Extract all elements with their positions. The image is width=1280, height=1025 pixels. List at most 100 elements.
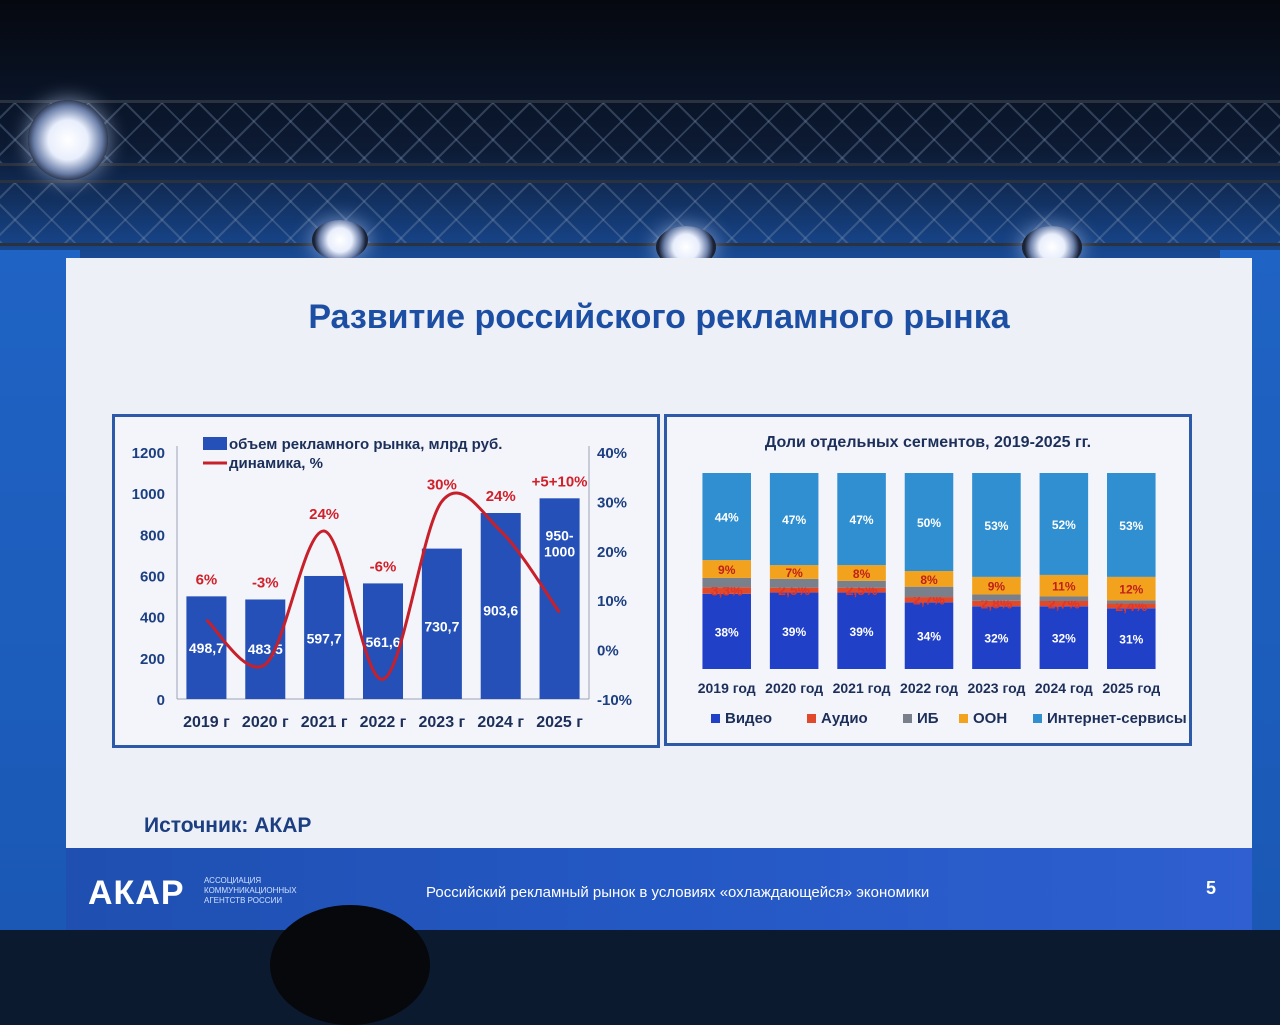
segment-value-label: 34%: [917, 630, 941, 644]
segment-bar: [1107, 608, 1156, 669]
y-tick-label-left: 400: [140, 610, 165, 627]
segment-bar: [837, 565, 886, 581]
bar-value-label: 950-: [546, 527, 574, 543]
segment-value-label: 39%: [850, 625, 874, 639]
bar-market-volume: [539, 498, 580, 699]
x-tick-label: 2021 г: [301, 714, 348, 731]
growth-label: 24%: [486, 488, 516, 505]
logo-sub-line: АССОЦИАЦИЯ: [204, 876, 262, 885]
legend-label-bar: объем рекламного рынка, млрд руб.: [229, 436, 502, 453]
segment-bar: [837, 473, 886, 566]
segment-bar: [702, 593, 751, 669]
segment-value-label: 52%: [1052, 518, 1076, 532]
x-tick-label: 2020 год: [765, 680, 823, 696]
legend-label: ИБ: [917, 710, 939, 727]
chart-title: Доли отдельных сегментов, 2019-2025 гг.: [765, 434, 1091, 451]
segment-bar: [702, 577, 751, 588]
x-tick-label: 2022 год: [900, 680, 958, 696]
segment-bar: [1107, 600, 1156, 604]
stage-light: [28, 100, 108, 180]
segment-value-label: 8%: [853, 567, 871, 581]
segment-value-label: 9%: [988, 580, 1006, 594]
bar-value-label: 597,7: [307, 631, 342, 647]
segment-value-label: 44%: [715, 511, 739, 525]
x-tick-label: 2025 г: [536, 714, 583, 731]
x-tick-label: 2023 г: [419, 714, 466, 731]
segment-bar: [769, 587, 819, 593]
segment-bar: [1039, 473, 1089, 575]
segment-value-label: 32%: [1052, 632, 1076, 646]
akar-logo: АКАР: [88, 874, 185, 912]
x-tick-label: 2019 год: [698, 680, 756, 696]
segment-bar: [1107, 576, 1156, 601]
bar-market-volume: [186, 596, 227, 699]
segment-bar: [1039, 600, 1089, 607]
segment-value-label: 12%: [1119, 583, 1143, 597]
legend-swatch: [903, 714, 912, 723]
legend-swatch: [959, 714, 968, 723]
segment-value-label: 9%: [718, 563, 736, 577]
segment-bar: [1039, 606, 1089, 669]
legend-label: Аудио: [821, 710, 868, 727]
segment-value-label: 8%: [920, 573, 938, 587]
presentation-slide: Развитие российского рекламного рынка 0 2…: [66, 258, 1252, 930]
akar-logo-subtitle: АССОЦИАЦИЯ КОММУНИКАЦИОННЫХ АГЕНТСТВ РОС…: [204, 876, 324, 906]
y-tick-label-left: 800: [140, 527, 165, 544]
legend-label: Видео: [725, 710, 772, 727]
segment-bar: [972, 606, 1021, 669]
x-tick-label: 2023 год: [967, 680, 1025, 696]
growth-label: -3%: [252, 574, 279, 591]
logo-sub-line: АГЕНТСТВ РОССИИ: [204, 896, 283, 905]
y-tick-label-right: 40%: [597, 445, 627, 462]
x-tick-label: 2020 г: [242, 714, 289, 731]
segment-bar: [1107, 473, 1156, 577]
legend-label: Интернет-сервисы: [1047, 710, 1187, 727]
stage-background: [0, 0, 1280, 270]
bar-value-label: 1000: [544, 543, 575, 559]
segment-value-label: 39%: [782, 625, 806, 639]
segment-shares-chart: Доли отдельных сегментов, 2019-2025 гг. 3…: [698, 434, 1187, 727]
segment-bar: [972, 594, 1021, 601]
x-tick-label: 2024 г: [477, 714, 524, 731]
y-tick-label-right: 30%: [597, 494, 627, 511]
stage-truss-lower: [0, 180, 1280, 246]
x-tick-label: 2022 г: [360, 714, 407, 731]
segment-bar: [769, 592, 819, 669]
bar-market-volume: [304, 575, 345, 699]
y-tick-label-left: 1200: [132, 445, 165, 462]
legend-label: ООН: [973, 710, 1007, 727]
bar-value-label: 903,6: [483, 602, 518, 618]
segment-bar: [904, 571, 954, 587]
segment-shares-chart-panel: Доли отдельных сегментов, 2019-2025 гг. 3…: [664, 414, 1192, 746]
segment-value-label: 47%: [850, 513, 874, 527]
legend-swatch: [711, 714, 720, 723]
segment-value-label: 53%: [1119, 519, 1143, 533]
segment-bar: [904, 586, 954, 598]
segment-bar: [972, 576, 1021, 595]
segment-bar: [972, 600, 1021, 607]
audience-head-silhouette: [270, 905, 430, 1025]
y-tick-label-left: 0: [157, 692, 165, 709]
stage-light: [312, 220, 368, 260]
bar-market-volume: [245, 599, 286, 699]
segment-value-label: 31%: [1119, 633, 1143, 647]
footer-caption: Российский рекламный рынок в условиях «о…: [426, 884, 930, 901]
slide-title: Развитие российского рекламного рынка: [308, 298, 1010, 336]
segment-bar: [769, 578, 819, 588]
y-tick-label-right: 0%: [597, 643, 619, 660]
market-volume-chart-panel: 0 200 400 600 800 1000 1200 -10% 0% 10% 20% 30% 40% 4…: [112, 414, 660, 748]
segment-value-label: 53%: [984, 519, 1008, 533]
y-tick-label-left: 1000: [132, 486, 165, 503]
segment-bar: [904, 602, 954, 669]
legend-swatch-bar: [203, 437, 227, 450]
growth-label: 30%: [427, 476, 457, 493]
segment-bar: [904, 473, 954, 571]
legend-label-line: динамика, %: [229, 455, 323, 472]
y-tick-label-left: 200: [140, 651, 165, 668]
segment-bar: [769, 565, 819, 579]
segment-bar: [1039, 574, 1089, 597]
x-tick-label: 2021 год: [833, 680, 891, 696]
segment-bar: [837, 587, 886, 593]
bar-value-label: 561,6: [365, 634, 400, 650]
segment-bar: [702, 560, 751, 578]
